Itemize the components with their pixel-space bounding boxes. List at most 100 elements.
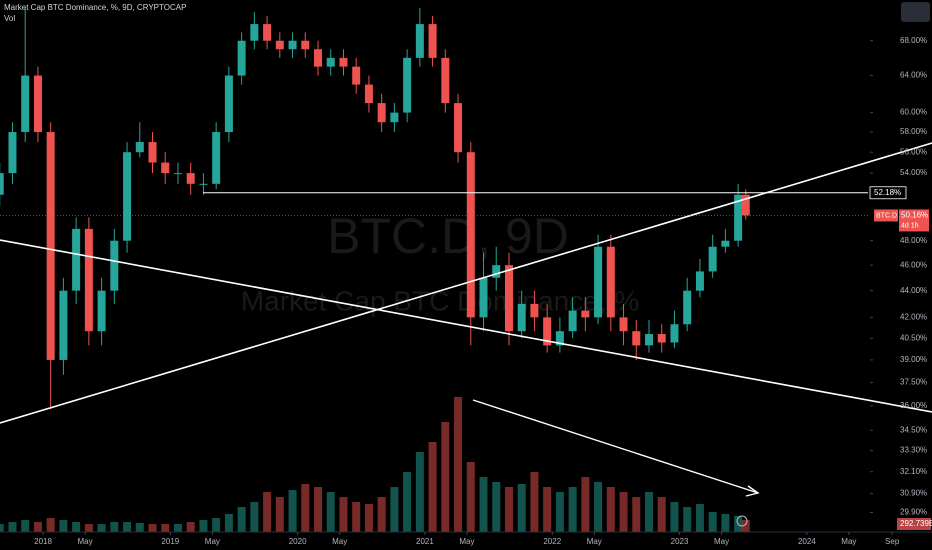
y-tick-label: 30.90% (900, 489, 927, 498)
candle-body (619, 317, 628, 332)
volume-bar (364, 504, 373, 532)
volume-bar (695, 504, 704, 532)
volume-label: 292.739B (900, 519, 932, 528)
candle-body (263, 24, 272, 41)
watermark: BTC.D, 9D (327, 208, 569, 264)
candle-body (123, 152, 132, 241)
volume-bar (8, 522, 17, 532)
volume-bar (543, 487, 552, 532)
volume-bar (186, 522, 195, 532)
candle-body (8, 132, 17, 174)
candle-body (555, 331, 564, 346)
candle-body (530, 303, 539, 318)
y-tick-label: 68.00% (900, 36, 927, 45)
x-tick-label: May (587, 537, 602, 546)
candle-body (237, 40, 246, 76)
candle-body (364, 84, 373, 104)
volume-bar (441, 422, 450, 532)
candle-body (339, 57, 348, 67)
candle-body (492, 265, 501, 278)
candle-body (46, 132, 55, 360)
candle-body (186, 173, 195, 184)
volume-bar (110, 522, 119, 532)
candle-body (645, 334, 654, 346)
candle-body (428, 24, 437, 58)
drawings (0, 142, 932, 497)
volume-bar (581, 477, 590, 532)
candle-body (568, 310, 577, 332)
x-tick-label: 2024 (798, 537, 816, 546)
trend-line (0, 142, 932, 424)
candle-body (683, 290, 692, 325)
candle-body (110, 240, 119, 291)
candle-body (721, 240, 730, 247)
menu-button[interactable] (901, 2, 930, 22)
volume-bar (390, 487, 399, 532)
volume-bar (250, 502, 259, 532)
y-tick-label: 39.00% (900, 355, 927, 364)
volume-bar (173, 524, 182, 532)
candle-body (148, 142, 157, 163)
y-tick-label: 40.50% (900, 333, 927, 342)
candle-body (301, 40, 310, 50)
candle-body (479, 277, 488, 318)
candle-body (441, 57, 450, 104)
volume-bar (741, 520, 750, 532)
volume-bar (352, 502, 361, 532)
volume-bar (275, 497, 284, 532)
candle-body (161, 162, 170, 174)
level-badge (869, 186, 907, 200)
countdown-label: 4d 1h (901, 222, 919, 229)
volume-bar (314, 487, 323, 532)
candle-body (657, 334, 666, 343)
x-tick-label: May (841, 537, 856, 546)
volume-bar (212, 518, 221, 532)
trend-line (0, 239, 932, 413)
volume-bar (148, 524, 157, 532)
volume-bar (84, 524, 93, 532)
candle-body (594, 246, 603, 318)
candle-body (695, 271, 704, 291)
candle-body (454, 103, 463, 153)
symbol-label: BTC.D (876, 212, 897, 219)
volume-bar (415, 452, 424, 532)
price-badge (899, 209, 929, 232)
volume-bar (263, 492, 272, 532)
candle-body (543, 317, 552, 346)
volume-bar (517, 484, 526, 532)
candle-body (314, 49, 323, 67)
volume-bar (301, 484, 310, 532)
volume-bar (670, 502, 679, 532)
y-tick-label: 33.30% (900, 446, 927, 455)
volume-bar (161, 524, 170, 532)
candle-body (21, 75, 30, 133)
y-tick-label: 44.00% (900, 286, 927, 295)
volume-bar (288, 490, 297, 532)
candle-body (581, 310, 590, 318)
x-tick-label: 2023 (671, 537, 689, 546)
volume-bar (72, 522, 81, 532)
x-tick-label: May (332, 537, 347, 546)
y-tick-label: 36.00% (900, 401, 927, 410)
volume-bar (504, 487, 513, 532)
volume-bar (606, 487, 615, 532)
candle-body (517, 303, 526, 332)
volume-bar (21, 520, 30, 532)
volume-bar (708, 512, 717, 532)
x-tick-label: 2021 (416, 537, 434, 546)
volume-badge (897, 518, 931, 530)
candle-body (632, 331, 641, 346)
y-tick-label: 37.50% (900, 378, 927, 387)
volume-bar (326, 492, 335, 532)
volume-bar (33, 522, 42, 532)
volume-bar (123, 522, 132, 532)
y-tick-label: 32.10% (900, 467, 927, 476)
volume-bar (237, 507, 246, 532)
candle-body (275, 40, 284, 50)
alert-icon[interactable] (736, 515, 748, 527)
axis-layer: 68.00% 64.00% 60.00% 58.00% 56.00% 54.00% 48.0… (0, 36, 932, 546)
volume-bar (479, 477, 488, 532)
candle-body (72, 228, 81, 291)
